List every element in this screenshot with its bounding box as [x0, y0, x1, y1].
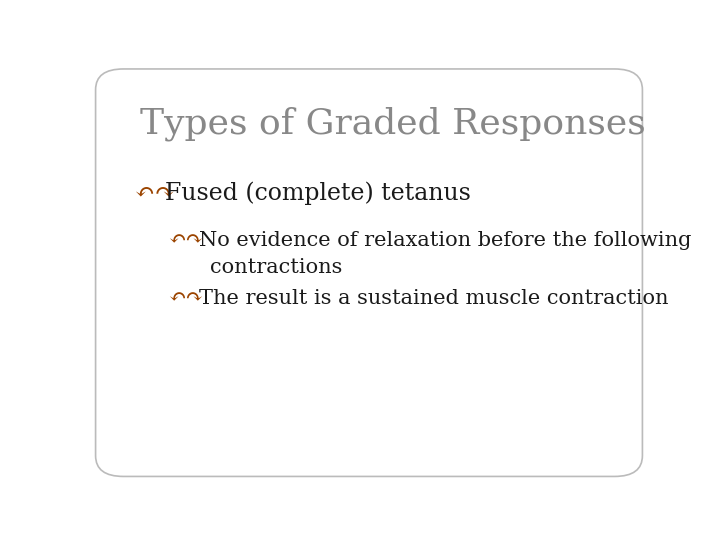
FancyBboxPatch shape [96, 69, 642, 476]
Text: Types of Graded Responses: Types of Graded Responses [140, 106, 646, 141]
Text: ↶↷: ↶↷ [168, 231, 203, 250]
Text: Fused (complete) tetanus: Fused (complete) tetanus [166, 181, 471, 205]
Text: ↶↷: ↶↷ [168, 289, 203, 308]
Text: ↶↷: ↶↷ [135, 181, 174, 204]
Text: No evidence of relaxation before the following: No evidence of relaxation before the fol… [199, 231, 691, 250]
Text: The result is a sustained muscle contraction: The result is a sustained muscle contrac… [199, 289, 668, 308]
Text: contractions: contractions [210, 258, 342, 277]
